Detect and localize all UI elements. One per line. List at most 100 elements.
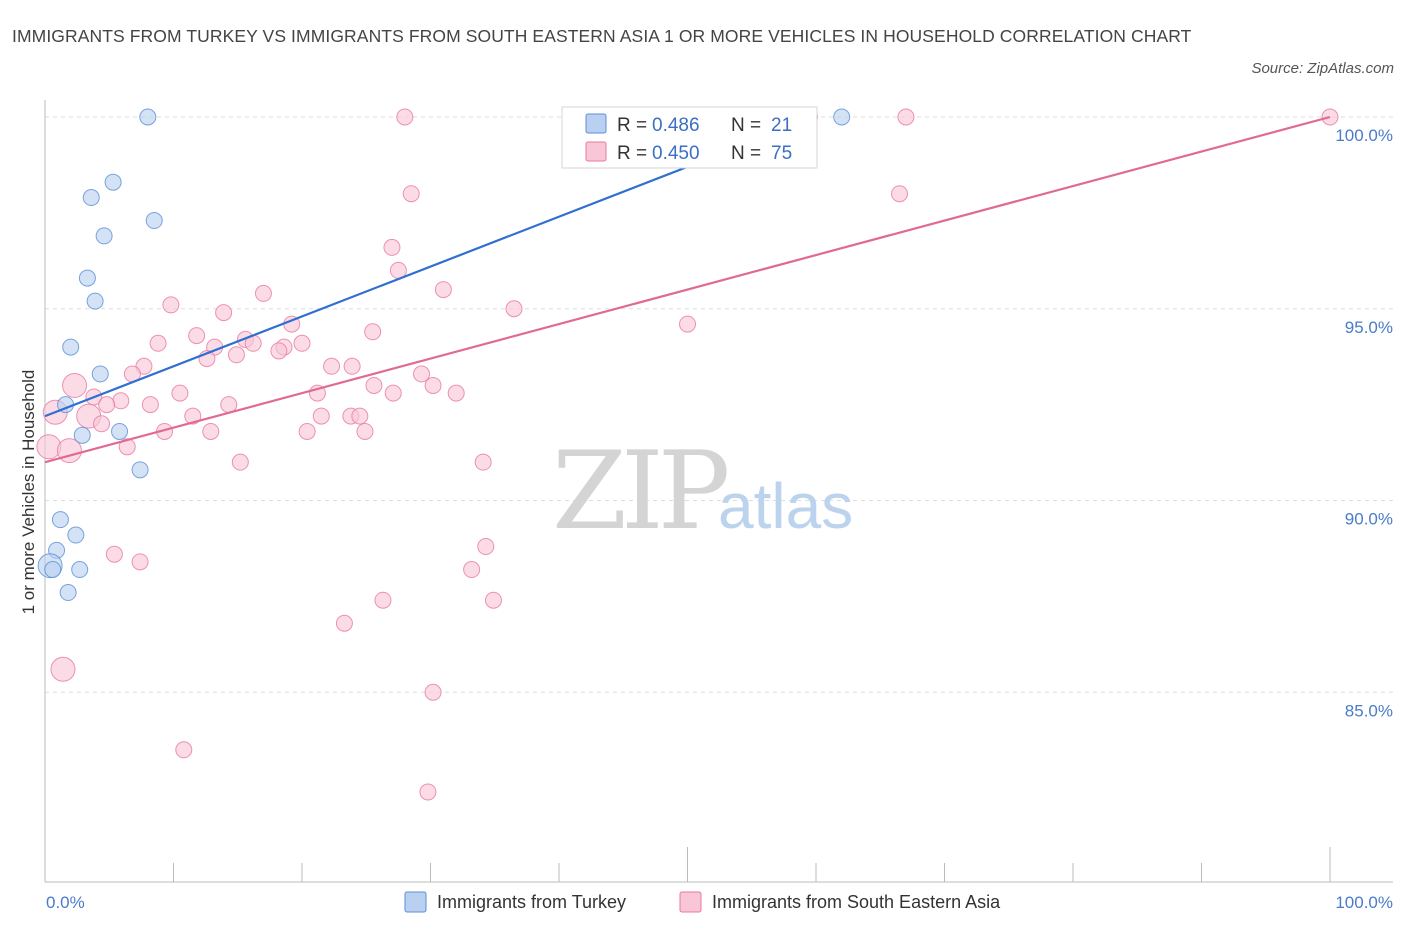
point-sea-18: [149, 334, 167, 352]
y-axis-label: 1 or more Vehicles in Household: [19, 370, 38, 615]
point-sea-54: [202, 422, 220, 440]
point-sea-35: [171, 384, 189, 402]
point-sea-5: [402, 185, 420, 203]
point-sea-33: [365, 376, 383, 394]
point-turkey-14: [51, 511, 69, 529]
point-sea-32: [62, 372, 88, 398]
point-turkey-13: [131, 461, 149, 479]
point-sea-53: [356, 422, 374, 440]
trend-line-sea: [44, 115, 1331, 464]
point-sea-52: [298, 422, 316, 440]
point-sea-38: [447, 384, 465, 402]
point-sea-15: [679, 315, 696, 333]
chart-title: IMMIGRANTS FROM TURKEY VS IMMIGRANTS FRO…: [12, 26, 1192, 46]
stats-legend-r-label-turkey: R =: [617, 115, 647, 136]
source-label: Source: ZipAtlas.com: [1251, 60, 1394, 77]
point-sea-9: [254, 284, 272, 302]
point-turkey-3: [82, 189, 100, 207]
watermark-atlas: atlas: [718, 470, 853, 542]
stats-legend-n-value-sea: 75: [771, 143, 792, 164]
point-sea-17: [364, 323, 382, 341]
point-sea-37: [384, 384, 402, 402]
stats-legend-r-value-sea: 0.450: [652, 143, 700, 164]
point-sea-61: [105, 545, 123, 563]
point-sea-41: [141, 396, 159, 414]
point-sea-67: [50, 656, 76, 682]
series-legend: Immigrants from Turkey Immigrants from S…: [404, 891, 1001, 913]
point-sea-13: [215, 304, 233, 322]
point-turkey-19: [71, 561, 89, 579]
point-sea-69: [175, 741, 193, 759]
y-tick-label-1: 95.0%: [1345, 318, 1393, 337]
point-turkey-12: [111, 422, 129, 440]
point-sea-47: [312, 407, 330, 425]
point-sea-40: [112, 392, 130, 410]
x-tick-labels: 0.0% 100.0%: [46, 893, 1393, 912]
point-sea-26: [270, 342, 288, 360]
point-turkey-5: [95, 227, 113, 245]
point-turkey-6: [78, 269, 96, 287]
stats-legend-swatch-turkey: [585, 113, 607, 134]
y-tick-label-3: 85.0%: [1345, 701, 1393, 720]
point-sea-50: [93, 415, 111, 433]
series-legend-swatch-turkey: [404, 891, 427, 913]
series-legend-label-turkey: Immigrants from Turkey: [437, 892, 626, 912]
point-sea-57: [118, 438, 136, 456]
y-tick-labels: 100.0% 95.0% 90.0% 85.0%: [1335, 126, 1393, 720]
point-sea-29: [343, 357, 361, 375]
point-sea-11: [162, 296, 180, 314]
stats-legend-swatch-sea: [585, 141, 607, 162]
stats-legend: R = 0.486 N = 21 R = 0.450 N = 75: [561, 106, 818, 169]
y-tick-label-0: 100.0%: [1335, 126, 1393, 145]
point-sea-58: [231, 453, 249, 471]
point-sea-63: [463, 561, 481, 579]
stats-legend-r-label-sea: R =: [617, 143, 647, 164]
point-sea-62: [131, 553, 149, 571]
point-sea-43: [98, 396, 116, 414]
x-tick-label-1: 100.0%: [1335, 893, 1393, 912]
point-sea-3: [897, 108, 915, 126]
trend-lines: [44, 115, 1331, 464]
point-turkey-1: [833, 108, 851, 126]
point-sea-16: [188, 327, 206, 345]
point-turkey-4: [145, 212, 163, 230]
scatter-points: [36, 108, 1339, 801]
watermark-zip: ZIP: [552, 429, 727, 554]
point-sea-49: [351, 407, 369, 425]
axes: [44, 100, 1393, 883]
point-sea-7: [383, 238, 401, 256]
point-turkey-20: [59, 584, 77, 602]
point-sea-64: [374, 591, 392, 609]
point-sea-60: [477, 538, 495, 556]
series-legend-label-sea: Immigrants from South Eastern Asia: [712, 892, 1001, 912]
series-legend-swatch-sea: [679, 891, 702, 913]
point-sea-0: [396, 108, 414, 126]
point-sea-66: [335, 614, 353, 632]
point-sea-46: [184, 407, 202, 425]
point-sea-68: [424, 683, 442, 701]
stats-legend-r-value-turkey: 0.486: [652, 115, 700, 136]
gridlines: [45, 116, 1393, 693]
point-sea-25: [227, 346, 245, 364]
stats-legend-n-label-turkey: N =: [731, 115, 761, 136]
point-sea-22: [293, 334, 311, 352]
x-tick-label-0: 0.0%: [46, 893, 85, 912]
point-sea-12: [505, 300, 523, 318]
point-sea-10: [434, 281, 452, 299]
point-sea-70: [419, 783, 437, 801]
point-turkey-0: [139, 108, 157, 126]
stats-legend-n-label-sea: N =: [731, 143, 761, 164]
point-sea-28: [323, 357, 341, 375]
point-turkey-18: [44, 561, 62, 579]
point-sea-59: [474, 453, 492, 471]
stats-legend-n-value-turkey: 21: [771, 115, 792, 136]
point-turkey-8: [62, 338, 80, 356]
point-turkey-2: [104, 173, 122, 191]
point-turkey-15: [67, 526, 85, 544]
point-turkey-11: [73, 426, 91, 444]
point-turkey-9: [91, 365, 109, 383]
y-tick-label-2: 90.0%: [1345, 510, 1393, 529]
point-turkey-7: [86, 292, 104, 310]
point-sea-31: [413, 365, 431, 383]
